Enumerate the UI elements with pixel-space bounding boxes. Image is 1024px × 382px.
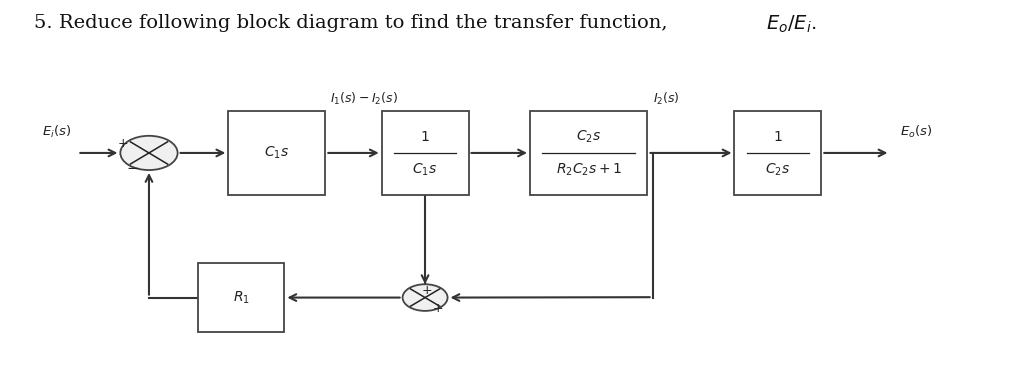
Ellipse shape	[121, 136, 177, 170]
Text: $C_1s$: $C_1s$	[264, 145, 290, 161]
Text: $E_i(s)$: $E_i(s)$	[42, 123, 72, 139]
Text: $C_2s$: $C_2s$	[765, 162, 791, 178]
Text: $I_2(s)$: $I_2(s)$	[652, 91, 679, 107]
Text: $C_1s$: $C_1s$	[413, 162, 437, 178]
Bar	[198, 263, 285, 332]
Text: $R_1$: $R_1$	[232, 290, 250, 306]
Bar	[382, 111, 469, 195]
Text: $R_2C_2s + 1$: $R_2C_2s + 1$	[555, 162, 622, 178]
Text: $\mathbf{\mathit{E_o}}/\mathbf{\mathit{E_i}}$.: $\mathbf{\mathit{E_o}}/\mathbf{\mathit{E…	[766, 14, 816, 35]
Bar	[228, 111, 326, 195]
Text: $I_1(s) - I_2(s)$: $I_1(s) - I_2(s)$	[331, 91, 398, 107]
Text: +: +	[422, 284, 432, 297]
Ellipse shape	[402, 284, 447, 311]
Text: 5. Reduce following block diagram to find the transfer function,: 5. Reduce following block diagram to fin…	[35, 14, 674, 32]
Text: 1: 1	[773, 130, 782, 144]
Bar	[734, 111, 821, 195]
Text: −: −	[127, 161, 139, 176]
Text: 1: 1	[421, 130, 429, 144]
Text: $C_2s$: $C_2s$	[577, 129, 601, 145]
Bar	[529, 111, 647, 195]
Text: +: +	[432, 303, 442, 316]
Text: $E_o(s)$: $E_o(s)$	[900, 123, 932, 139]
Text: +: +	[118, 137, 129, 150]
